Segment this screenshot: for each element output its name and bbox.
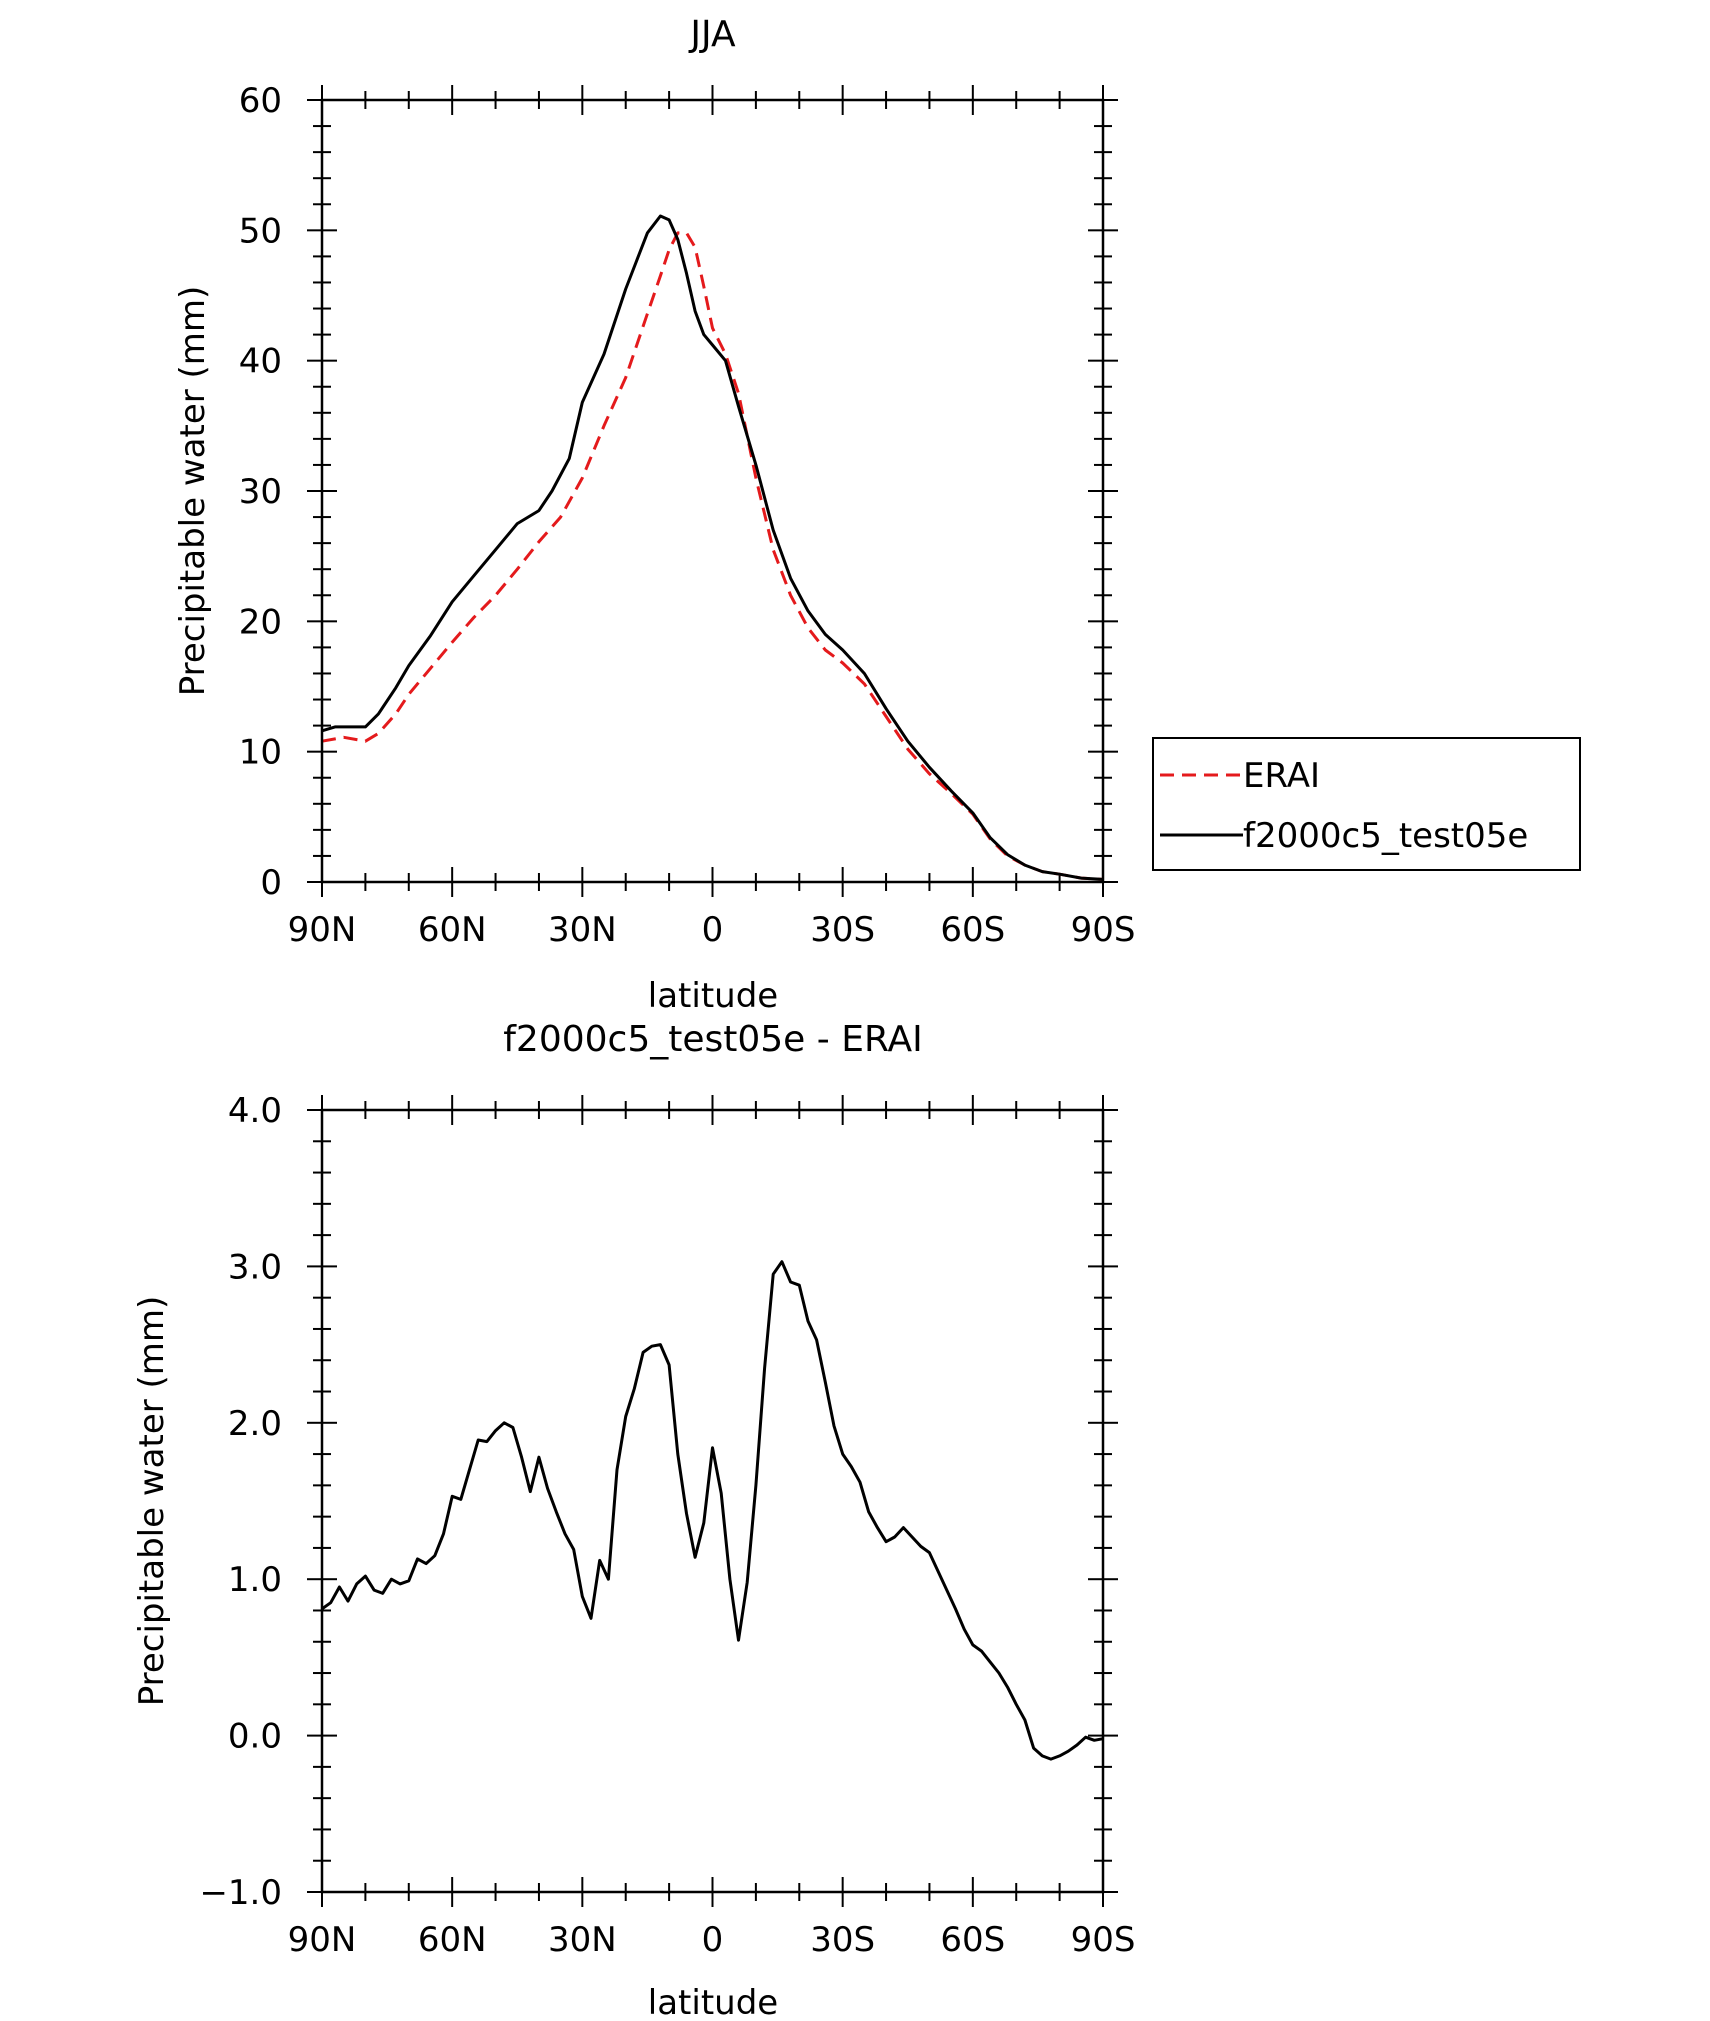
legend-label-model: f2000c5_test05e (1243, 816, 1528, 856)
y-tick-label: 4.0 (228, 1091, 282, 1131)
bottom-chart: f2000c5_test05e - ERAI 90N 60N 30N 0 30S 60S 9… (132, 1019, 1135, 2021)
x-axis-label: latitude (648, 976, 778, 1016)
y-tick-label: 40 (239, 342, 282, 382)
series-line-f2000c5-test05e-erai (321, 1260, 1104, 1761)
plot-frame (320, 1108, 1105, 1894)
legend-box (1152, 737, 1581, 871)
x-tick-label: 30N (548, 1920, 617, 1960)
x-axis-label: latitude (648, 1983, 778, 2021)
y-tick-label: 20 (239, 602, 282, 642)
x-tick-label: 90S (1071, 1920, 1136, 1960)
x-tick-label: 0 (702, 910, 724, 950)
y-tick-label: 10 (239, 733, 282, 773)
x-tick-label: 30S (810, 910, 875, 950)
plot-frame (320, 98, 1105, 884)
x-tick-label: 90S (1071, 910, 1136, 950)
x-tick-label: 90N (288, 910, 357, 950)
chart-title: JJA (688, 14, 736, 55)
y-axis-label: Precipitable water (mm) (173, 286, 213, 697)
y-tick-label: 50 (239, 211, 282, 251)
x-tick-label: 60S (940, 910, 1005, 950)
y-axis-label: Precipitable water (mm) (132, 1296, 172, 1707)
series-line-f2000c5-test05e (321, 214, 1104, 881)
legend-label-erai: ERAI (1243, 756, 1320, 796)
series-line-erai (321, 231, 1104, 881)
x-tick-label: 90N (288, 1920, 357, 1960)
series-lines (321, 1260, 1104, 1761)
x-tick-label: 60S (940, 1920, 1005, 1960)
y-tick-label: 30 (239, 472, 282, 512)
y-tick-label: −1.0 (199, 1873, 282, 1913)
y-tick-label: 1.0 (228, 1560, 282, 1600)
x-tick-label: 0 (702, 1920, 724, 1960)
axis-ticks: 90N 60N 30N 0 30S 60S 90S −1.0 0.0 1.0 2.0 3.0 4.0 (199, 1091, 1135, 1960)
axis-ticks: 90N 60N 30N 0 30S 60S 90S 0 10 20 30 40 50 60 (239, 81, 1136, 950)
chart-title: f2000c5_test05e - ERAI (503, 1019, 923, 1060)
x-tick-label: 30S (810, 1920, 875, 1960)
x-tick-label: 30N (548, 910, 617, 950)
series-lines (321, 214, 1104, 881)
y-tick-label: 60 (239, 81, 282, 121)
y-tick-label: 3.0 (228, 1247, 282, 1287)
x-tick-label: 60N (418, 910, 487, 950)
x-tick-label: 60N (418, 1920, 487, 1960)
y-tick-label: 2.0 (228, 1404, 282, 1444)
top-chart: JJA 90N 60N 30N 0 30S 60S 90S 0 10 20 30 40 50 60 lat… (173, 14, 1135, 1016)
y-tick-label: 0 (260, 863, 282, 903)
y-tick-label: 0.0 (228, 1717, 282, 1757)
legend: ERAI f2000c5_test05e (1152, 737, 1581, 871)
